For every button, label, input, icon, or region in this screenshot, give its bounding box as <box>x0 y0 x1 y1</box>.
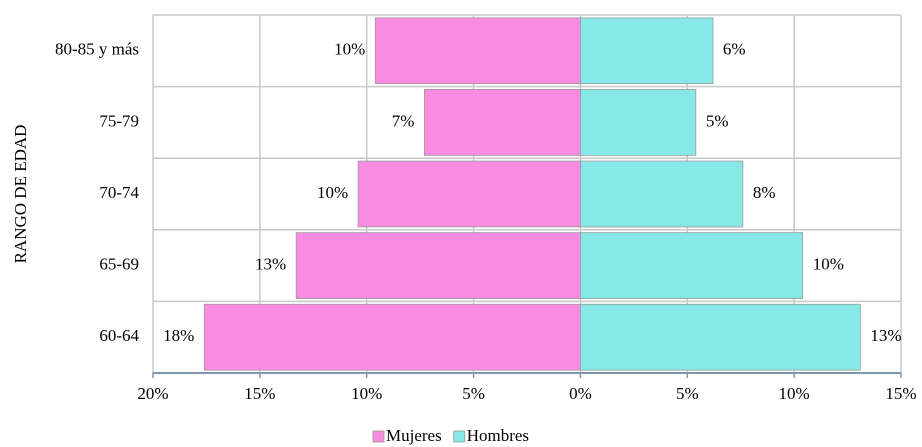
legend-label: Mujeres <box>386 426 442 445</box>
bar <box>580 89 697 156</box>
legend-swatch <box>372 430 385 443</box>
y-tick-label: 75-79 <box>99 111 139 130</box>
bar <box>580 17 714 85</box>
value-label: 7% <box>392 111 415 130</box>
x-tick-label: 20% <box>137 384 168 403</box>
value-label: 13% <box>255 255 286 274</box>
bar <box>357 160 581 228</box>
y-tick-label: 70-74 <box>99 183 139 202</box>
value-label: 6% <box>723 40 746 59</box>
bar <box>580 232 804 299</box>
y-tick-label: 60-64 <box>99 326 139 345</box>
value-label: 10% <box>317 183 348 202</box>
x-tick-label: 15% <box>885 384 916 403</box>
x-tick-label: 15% <box>244 384 275 403</box>
value-label: 5% <box>706 111 729 130</box>
legend-swatch <box>453 430 466 443</box>
x-tick-label: 10% <box>779 384 810 403</box>
value-label: 8% <box>753 183 776 202</box>
value-label: 18% <box>163 326 194 345</box>
bar <box>424 89 581 156</box>
x-tick-label: 0% <box>569 384 592 403</box>
legend-label: Hombres <box>467 426 529 445</box>
bar <box>580 303 861 371</box>
bar <box>295 232 581 299</box>
y-tick-label: 80-85 y más <box>55 40 139 59</box>
y-tick-label: 65-69 <box>99 255 139 274</box>
value-label: 13% <box>870 326 901 345</box>
value-label: 10% <box>813 255 844 274</box>
value-label: 10% <box>334 40 365 59</box>
bar <box>580 160 744 228</box>
bar <box>203 303 581 371</box>
x-tick-label: 5% <box>462 384 485 403</box>
x-tick-label: 10% <box>351 384 382 403</box>
y-axis-title: RANGO DE EDAD <box>11 125 30 264</box>
x-tick-label: 5% <box>676 384 699 403</box>
bar <box>374 17 581 85</box>
